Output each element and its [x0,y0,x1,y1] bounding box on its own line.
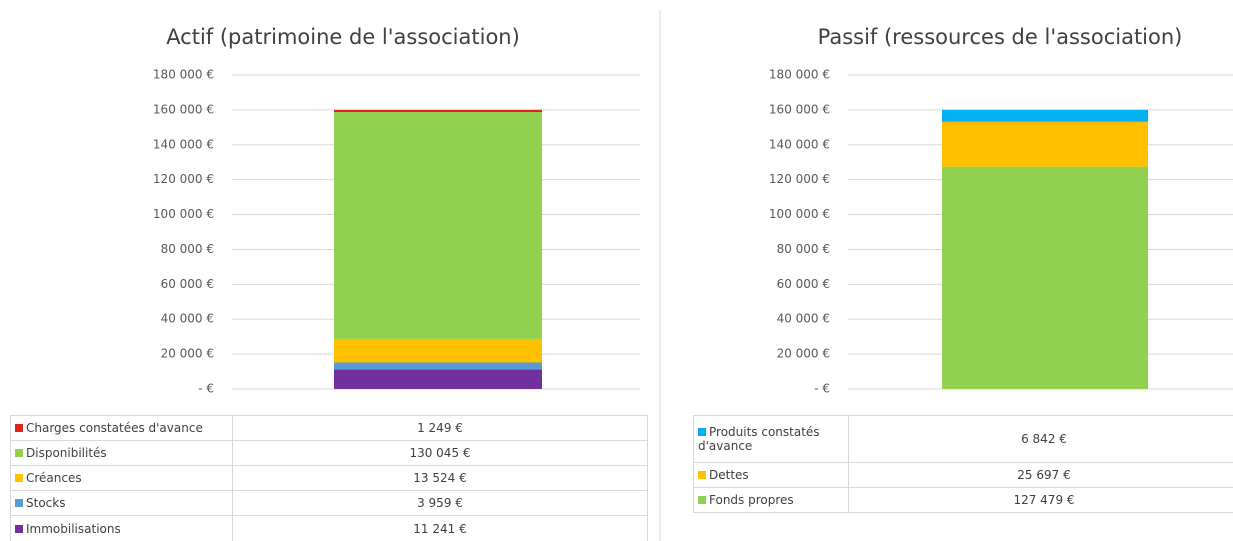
legend-label: Dettes [709,468,749,482]
value-label: 25 697 € [1017,468,1071,482]
legend-swatch [15,449,23,457]
y-tick-label: - € [198,382,214,396]
data-table: Charges constatées d'avance 1 249 € Dispon… [10,415,648,541]
legend-label: Produits constatés d'avance [698,425,820,453]
value-cell: 6 842 € [848,415,1233,463]
table-row: Créances 13 524 € [10,465,648,491]
y-tick-label: 60 000 € [161,277,214,291]
value-cell: 25 697 € [848,462,1233,488]
legend-cell: Stocks [10,490,233,516]
legend-label: Disponibilités [26,446,107,460]
legend-label: Fonds propres [709,493,794,507]
legend-label: Charges constatées d'avance [26,421,203,435]
value-label: 13 524 € [413,471,467,485]
table-row: Fonds propres 127 479 € [693,487,1233,513]
bar-segment [334,109,542,113]
value-cell: 127 479 € [848,487,1233,513]
legend-swatch [698,496,706,504]
y-tick-label: 20 000 € [777,347,830,361]
legend-swatch [698,471,706,479]
bar-segment [334,369,542,389]
y-tick-label: 120 000 € [769,172,830,186]
y-tick-label: 100 000 € [153,207,214,221]
y-tick-label: 80 000 € [777,242,830,256]
chart-title: Passif (ressources de l'association) [818,25,1183,49]
y-tick-label: 20 000 € [161,347,214,361]
bar-segment [942,166,1148,389]
bar-segment [334,362,542,370]
y-tick-label: 60 000 € [777,277,830,291]
legend-cell: Disponibilités [10,440,233,466]
y-tick-label: 180 000 € [769,68,830,82]
y-tick-label: 120 000 € [153,172,214,186]
y-tick-label: 140 000 € [769,137,830,151]
y-tick-label: 160 000 € [769,102,830,116]
chart-title: Actif (patrimoine de l'association) [166,25,520,49]
y-tick-label: 80 000 € [161,242,214,256]
data-table: Produits constatés d'avance 6 842 € Dettes… [693,415,1233,513]
legend-swatch [15,474,23,482]
legend-swatch [15,499,23,507]
legend-label: Créances [26,471,82,485]
bar-segment [942,121,1148,167]
legend-label: Stocks [26,496,66,510]
y-tick-label: 140 000 € [153,137,214,151]
value-cell: 11 241 € [232,515,648,541]
value-label: 6 842 € [1021,432,1067,446]
legend-cell: Dettes [693,462,849,488]
y-tick-label: 100 000 € [769,207,830,221]
y-tick-label: 180 000 € [153,68,214,82]
legend-swatch [15,524,23,533]
table-row: Produits constatés d'avance 6 842 € [693,415,1233,463]
y-tick-label: - € [814,382,830,396]
legend-cell: Fonds propres [693,487,849,513]
legend-swatch [15,424,23,432]
value-label: 1 249 € [417,421,463,435]
bar-segment [334,338,542,363]
legend-swatch [698,428,706,436]
value-label: 130 045 € [409,446,471,460]
y-tick-label: 40 000 € [777,312,830,326]
legend-cell: Créances [10,465,233,491]
value-cell: 1 249 € [232,415,648,441]
table-row: Disponibilités 130 045 € [10,440,648,466]
table-row: Stocks 3 959 € [10,490,648,516]
bar-segment [942,109,1148,122]
legend-label: Immobilisations [26,521,121,536]
value-cell: 130 045 € [232,440,648,466]
legend-cell: Produits constatés d'avance [693,415,849,463]
y-tick-label: 40 000 € [161,312,214,326]
value-cell: 13 524 € [232,465,648,491]
table-row: Immobilisations 11 241 € [10,515,648,541]
table-row: Charges constatées d'avance 1 249 € [10,415,648,441]
value-label: 11 241 € [413,521,467,536]
value-label: 3 959 € [417,496,463,510]
y-tick-label: 160 000 € [153,102,214,116]
value-cell: 3 959 € [232,490,648,516]
value-label: 127 479 € [1013,493,1075,507]
legend-cell: Immobilisations [10,515,233,541]
legend-cell: Charges constatées d'avance [10,415,233,441]
table-row: Dettes 25 697 € [693,462,1233,488]
bar-segment [334,112,542,339]
